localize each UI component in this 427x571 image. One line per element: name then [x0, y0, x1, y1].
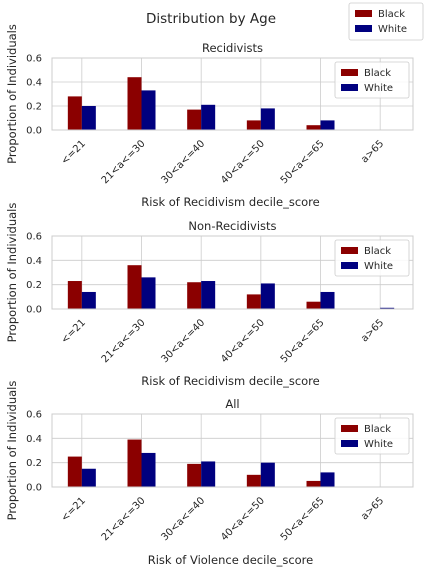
- figure-title: Distribution by Age: [146, 11, 276, 27]
- bar-black-0: [67, 96, 82, 130]
- bar-white-0: [81, 468, 96, 487]
- x-tick-label: 50<a<=65: [279, 495, 327, 543]
- y-tick-label: 0.6: [26, 410, 42, 421]
- bar-white-2: [201, 104, 216, 130]
- plot-frame: [51, 57, 414, 131]
- panel-legend-swatch: [341, 247, 358, 254]
- bar-black-0: [67, 456, 82, 487]
- x-tick-label: a>65: [359, 495, 386, 522]
- bar-white-1: [141, 90, 156, 130]
- panel-2: Non-Recidivists 0.0 0.2 0.4 0.6 <=21 21<a<=30 3…: [5, 203, 414, 388]
- panel-legend: Black White: [334, 239, 410, 277]
- bar-white-2: [201, 281, 216, 309]
- x-axis-label: Risk of Recidivism decile_score: [141, 374, 319, 388]
- x-tick-label: 21<a<=30: [100, 495, 148, 543]
- bar-black-4: [306, 480, 321, 487]
- panel-legend-label: White: [364, 439, 393, 450]
- y-tick-label: 0.4: [26, 78, 42, 89]
- y-tick-label: 0.0: [26, 483, 42, 494]
- bar-black-3: [246, 120, 261, 130]
- x-tick-label: 21<a<=30: [100, 317, 148, 365]
- bar-white-4: [320, 291, 335, 309]
- bar-white-3: [260, 462, 275, 487]
- y-tick-label: 0.0: [26, 305, 42, 316]
- panel-legend-label: White: [364, 83, 393, 94]
- bar-black-2: [187, 282, 202, 309]
- x-tick-label: 30<a<=40: [159, 138, 207, 186]
- bar-white-3: [260, 108, 275, 130]
- figure-legend-label-black: Black: [378, 9, 405, 20]
- y-tick-label: 0.0: [26, 126, 42, 137]
- panel-legend-label: Black: [364, 68, 391, 79]
- plot-frame: [51, 413, 414, 488]
- panel-legend-swatch: [341, 262, 358, 269]
- y-tick-label: 0.4: [26, 434, 42, 445]
- panel-3: All 0.0 0.2 0.4 0.6 <=21 21<a<=30 30<a<=40 40<a<…: [5, 381, 414, 567]
- bar-white-2: [201, 461, 216, 487]
- y-axis-label: Proportion of Individuals: [5, 203, 19, 343]
- bar-black-2: [187, 463, 202, 487]
- panel-legend: Black White: [334, 61, 410, 99]
- bar-white-5: [380, 307, 395, 309]
- y-axis-label: Proportion of Individuals: [5, 381, 19, 521]
- bar-black-3: [246, 294, 261, 309]
- y-tick-label: 0.6: [26, 54, 42, 65]
- x-tick-label: 40<a<=50: [219, 317, 267, 365]
- bar-white-1: [141, 277, 156, 309]
- y-tick-label: 0.4: [26, 256, 42, 267]
- x-tick-label: 30<a<=40: [159, 317, 207, 365]
- panel-title: Non-Recidivists: [188, 219, 276, 233]
- bar-white-3: [260, 283, 275, 309]
- y-tick-label: 0.2: [26, 102, 42, 113]
- bar-black-4: [306, 125, 321, 130]
- bar-black-3: [246, 474, 261, 487]
- panel-legend-swatch: [341, 440, 358, 447]
- x-tick-label: 40<a<=50: [219, 495, 267, 543]
- x-tick-label: a>65: [359, 317, 386, 344]
- bar-black-2: [187, 109, 202, 130]
- figure-legend-label-white: White: [378, 24, 407, 35]
- y-tick-label: 0.2: [26, 280, 42, 291]
- panel-legend: Black White: [334, 417, 410, 455]
- x-tick-label: 40<a<=50: [219, 138, 267, 186]
- bar-black-4: [306, 301, 321, 309]
- bar-white-4: [320, 120, 335, 130]
- bar-white-1: [141, 452, 156, 487]
- x-tick-label: 50<a<=65: [279, 138, 327, 186]
- x-tick-label: <=21: [59, 317, 88, 346]
- x-tick-label: 21<a<=30: [100, 138, 148, 186]
- panel-title: All: [225, 397, 239, 411]
- bar-black-1: [127, 439, 142, 487]
- x-axis-label: Risk of Violence decile_score: [148, 553, 314, 567]
- bar-black-0: [67, 281, 82, 309]
- bar-white-4: [320, 472, 335, 487]
- panel-legend-swatch: [341, 425, 358, 432]
- x-tick-label: a>65: [359, 138, 386, 165]
- plot-frame: [51, 235, 414, 310]
- x-tick-label: <=21: [59, 495, 88, 524]
- x-axis-label: Risk of Recidivism decile_score: [141, 195, 319, 209]
- figure-legend-swatch-black: [355, 10, 372, 17]
- bar-black-1: [127, 265, 142, 309]
- panel-legend-swatch: [341, 69, 358, 76]
- bar-white-0: [81, 106, 96, 130]
- y-axis-label: Proportion of Individuals: [5, 24, 19, 164]
- bar-black-1: [127, 77, 142, 130]
- figure-legend: Black White: [348, 2, 424, 41]
- panel-legend-label: White: [364, 261, 393, 272]
- y-tick-label: 0.6: [26, 232, 42, 243]
- panel-title: Recidivists: [202, 41, 263, 55]
- x-tick-label: 50<a<=65: [279, 317, 327, 365]
- x-tick-label: <=21: [59, 138, 88, 167]
- panel-legend-swatch: [341, 84, 358, 91]
- panel-legend-label: Black: [364, 424, 391, 435]
- bar-white-0: [81, 291, 96, 309]
- y-tick-label: 0.2: [26, 458, 42, 469]
- figure-legend-swatch-white: [355, 25, 372, 32]
- panel-legend-label: Black: [364, 246, 391, 257]
- x-tick-label: 30<a<=40: [159, 495, 207, 543]
- panel-1: Recidivists 0.0 0.2 0.4 0.6 <=21 21<a<=30 30<a<…: [5, 24, 414, 209]
